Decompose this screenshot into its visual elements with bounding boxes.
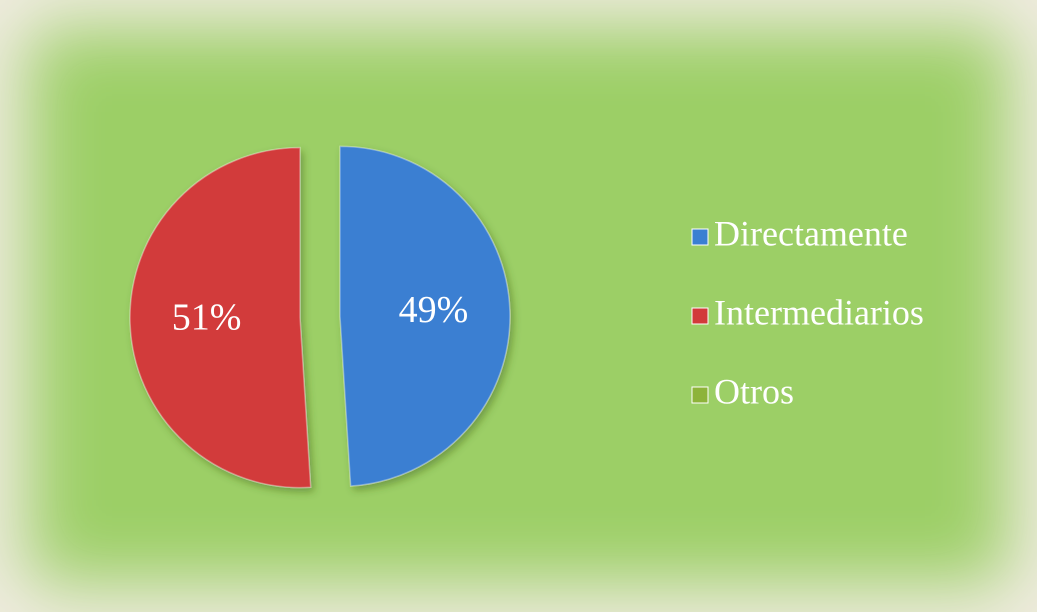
legend-label: Intermediarios — [714, 292, 924, 332]
data-label: 49% — [399, 289, 469, 331]
legend-label: Directamente — [714, 213, 908, 253]
pie-slice — [339, 145, 511, 487]
legend-label: Otros — [714, 371, 794, 411]
data-label: 51% — [172, 296, 242, 338]
legend-swatch — [691, 307, 709, 325]
legend-swatch — [691, 386, 709, 404]
legend-swatch — [691, 228, 709, 246]
pie-slice — [129, 146, 312, 489]
